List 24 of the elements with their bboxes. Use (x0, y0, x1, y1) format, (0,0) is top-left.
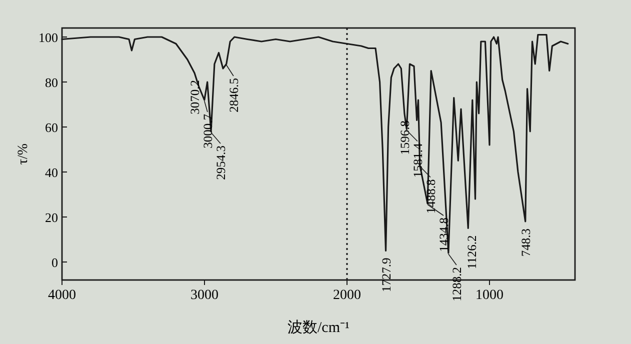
annotation: 1488.8 (424, 179, 438, 214)
annotation: 1288.2 (450, 267, 464, 302)
annotation: 3000.7 (200, 114, 215, 148)
annotation: 748.3 (518, 228, 533, 257)
y-tick-label: 20 (45, 210, 58, 225)
y-tick-label: 100 (38, 30, 58, 45)
y-tick-label: 0 (52, 255, 58, 270)
annotation: 1596.8 (398, 120, 412, 155)
y-axis-title: τ/% (16, 143, 31, 165)
x-axis-title: 波数/cm⁻¹ (288, 319, 350, 336)
annotation: 1727.9 (379, 258, 394, 292)
x-tick-label: 2000 (333, 288, 361, 303)
annotation: 1126.2 (465, 235, 480, 270)
x-tick-label: 4000 (48, 288, 76, 303)
annotation: 3070.2 (188, 80, 202, 114)
x-tick-label: 3000 (190, 288, 218, 303)
y-tick-label: 40 (45, 165, 58, 180)
annotation: 1581.4 (410, 142, 425, 178)
annotation: 2954.3 (214, 146, 228, 180)
y-tick-label: 60 (45, 120, 58, 135)
x-tick-label: 1000 (476, 288, 504, 303)
annotation: 1434.8 (436, 218, 451, 252)
y-tick-label: 80 (45, 75, 58, 90)
annotation: 2846.5 (226, 78, 241, 112)
